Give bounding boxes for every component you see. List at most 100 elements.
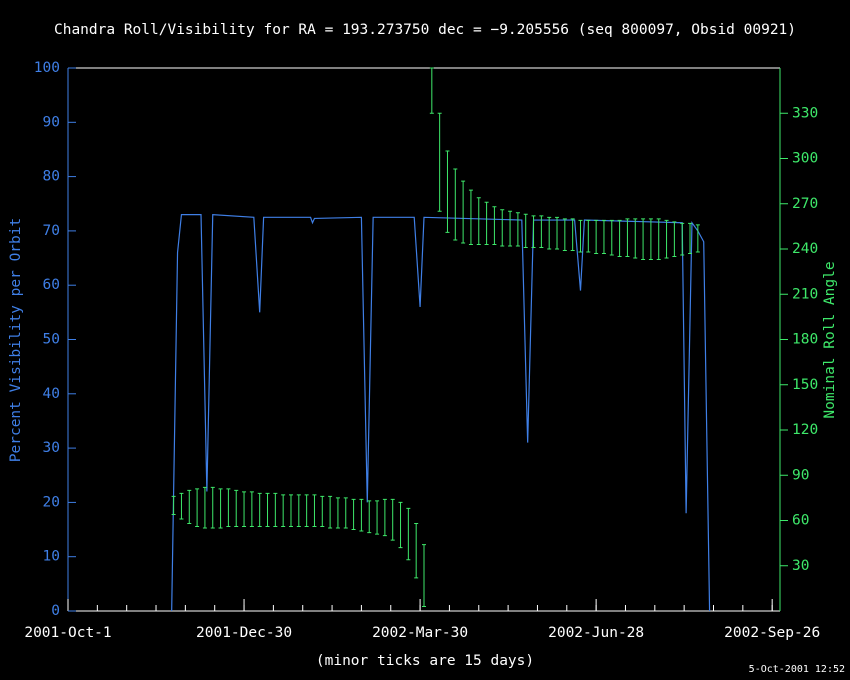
- roll-range: [179, 492, 184, 520]
- roll-range: [601, 219, 606, 255]
- roll-range: [562, 218, 567, 252]
- roll-range: [492, 206, 497, 245]
- roll-range: [375, 500, 380, 535]
- roll-range: [335, 497, 340, 529]
- roll-range: [609, 219, 614, 256]
- roll-range: [531, 215, 536, 248]
- x-tick-label: 2002-Mar-30: [372, 625, 468, 641]
- y2-tick-label: 60: [792, 513, 809, 529]
- roll-range: [508, 210, 513, 247]
- roll-range: [437, 112, 442, 212]
- roll-range: [422, 544, 426, 607]
- x-tick-label: 2001-Dec-30: [196, 625, 292, 641]
- roll-range: [570, 218, 575, 252]
- roll-range: [390, 498, 395, 541]
- roll-range: [351, 498, 356, 531]
- roll-range: [555, 216, 560, 250]
- roll-range: [578, 219, 583, 253]
- roll-range: [288, 494, 293, 528]
- roll-range: [688, 222, 693, 255]
- roll-range: [547, 216, 552, 250]
- roll-range: [202, 486, 207, 529]
- roll-range: [484, 201, 489, 245]
- y2-tick-label: 210: [792, 286, 818, 302]
- roll-range: [617, 219, 622, 258]
- y-tick-label: 10: [43, 549, 60, 565]
- roll-range: [320, 495, 325, 528]
- roll-range: [382, 498, 387, 537]
- y-tick-label: 60: [43, 277, 60, 293]
- y-tick-label: 100: [34, 60, 60, 76]
- roll-range: [539, 215, 544, 248]
- y-tick-label: 80: [43, 169, 60, 185]
- roll-range: [680, 222, 685, 256]
- roll-range: [281, 494, 286, 528]
- roll-range: [633, 218, 638, 259]
- roll-range: [476, 197, 481, 245]
- roll-range: [265, 492, 270, 528]
- roll-range: [594, 219, 599, 255]
- y-tick-label: 70: [43, 223, 60, 239]
- roll-range: [656, 218, 661, 261]
- visibility-line: [171, 213, 711, 612]
- roll-range: [226, 488, 231, 528]
- roll-range: [234, 489, 239, 528]
- timestamp: 5-Oct-2001 12:52: [749, 664, 845, 675]
- y2-tick-label: 300: [792, 151, 818, 167]
- y2-tick-label: 150: [792, 377, 818, 393]
- roll-range: [312, 494, 317, 528]
- roll-range: [171, 495, 176, 515]
- roll-range: [195, 488, 200, 528]
- x-tick-label: 2002-Sep-26: [724, 625, 820, 641]
- y2-tick-label: 270: [792, 196, 818, 212]
- roll-range: [328, 495, 333, 529]
- y-tick-label: 50: [43, 332, 60, 348]
- y-axis-label: Percent Visibility per Orbit: [8, 218, 24, 462]
- roll-range: [273, 492, 278, 528]
- y2-axis-label: Nominal Roll Angle: [822, 261, 838, 418]
- roll-range: [445, 150, 450, 233]
- chart-title: Chandra Roll/Visibility for RA = 193.273…: [54, 22, 796, 38]
- roll-range: [641, 218, 646, 261]
- y2-tick-label: 180: [792, 332, 818, 348]
- roll-range: [398, 501, 403, 549]
- roll-range: [218, 488, 223, 529]
- roll-range: [367, 500, 372, 534]
- roll-range: [304, 494, 309, 528]
- roll-range: [242, 491, 247, 528]
- y2-tick-label: 90: [792, 467, 809, 483]
- roll-range: [586, 219, 591, 253]
- y2-tick-label: 330: [792, 105, 818, 121]
- y-tick-label: 40: [43, 386, 60, 402]
- roll-range: [187, 489, 192, 525]
- y-tick-label: 30: [43, 440, 60, 456]
- roll-range: [523, 213, 528, 248]
- roll-range: [406, 507, 411, 561]
- y2-tick-label: 120: [792, 422, 818, 438]
- roll-range: [648, 218, 653, 261]
- roll-range: [664, 219, 669, 259]
- y-tick-label: 90: [43, 114, 60, 130]
- roll-range: [461, 180, 466, 244]
- roll-range: [210, 486, 215, 529]
- roll-range: [296, 494, 301, 528]
- y2-tick-label: 30: [792, 558, 809, 574]
- roll-range: [257, 492, 262, 528]
- x-tick-label: 2002-Jun-28: [548, 625, 644, 641]
- roll-range: [672, 221, 677, 258]
- y-tick-label: 20: [43, 494, 60, 510]
- x-tick-label: 2001-Oct-1: [24, 625, 111, 641]
- roll-range: [695, 224, 700, 253]
- roll-range: [429, 67, 434, 114]
- roll-range: [414, 523, 419, 579]
- y2-tick-label: 240: [792, 241, 818, 257]
- y-tick-label: 0: [51, 603, 60, 619]
- roll-range: [500, 209, 505, 247]
- roll-range: [249, 491, 254, 528]
- roll-range: [625, 218, 630, 258]
- roll-range: [515, 212, 520, 247]
- roll-range: [468, 189, 473, 245]
- roll-range: [359, 498, 364, 532]
